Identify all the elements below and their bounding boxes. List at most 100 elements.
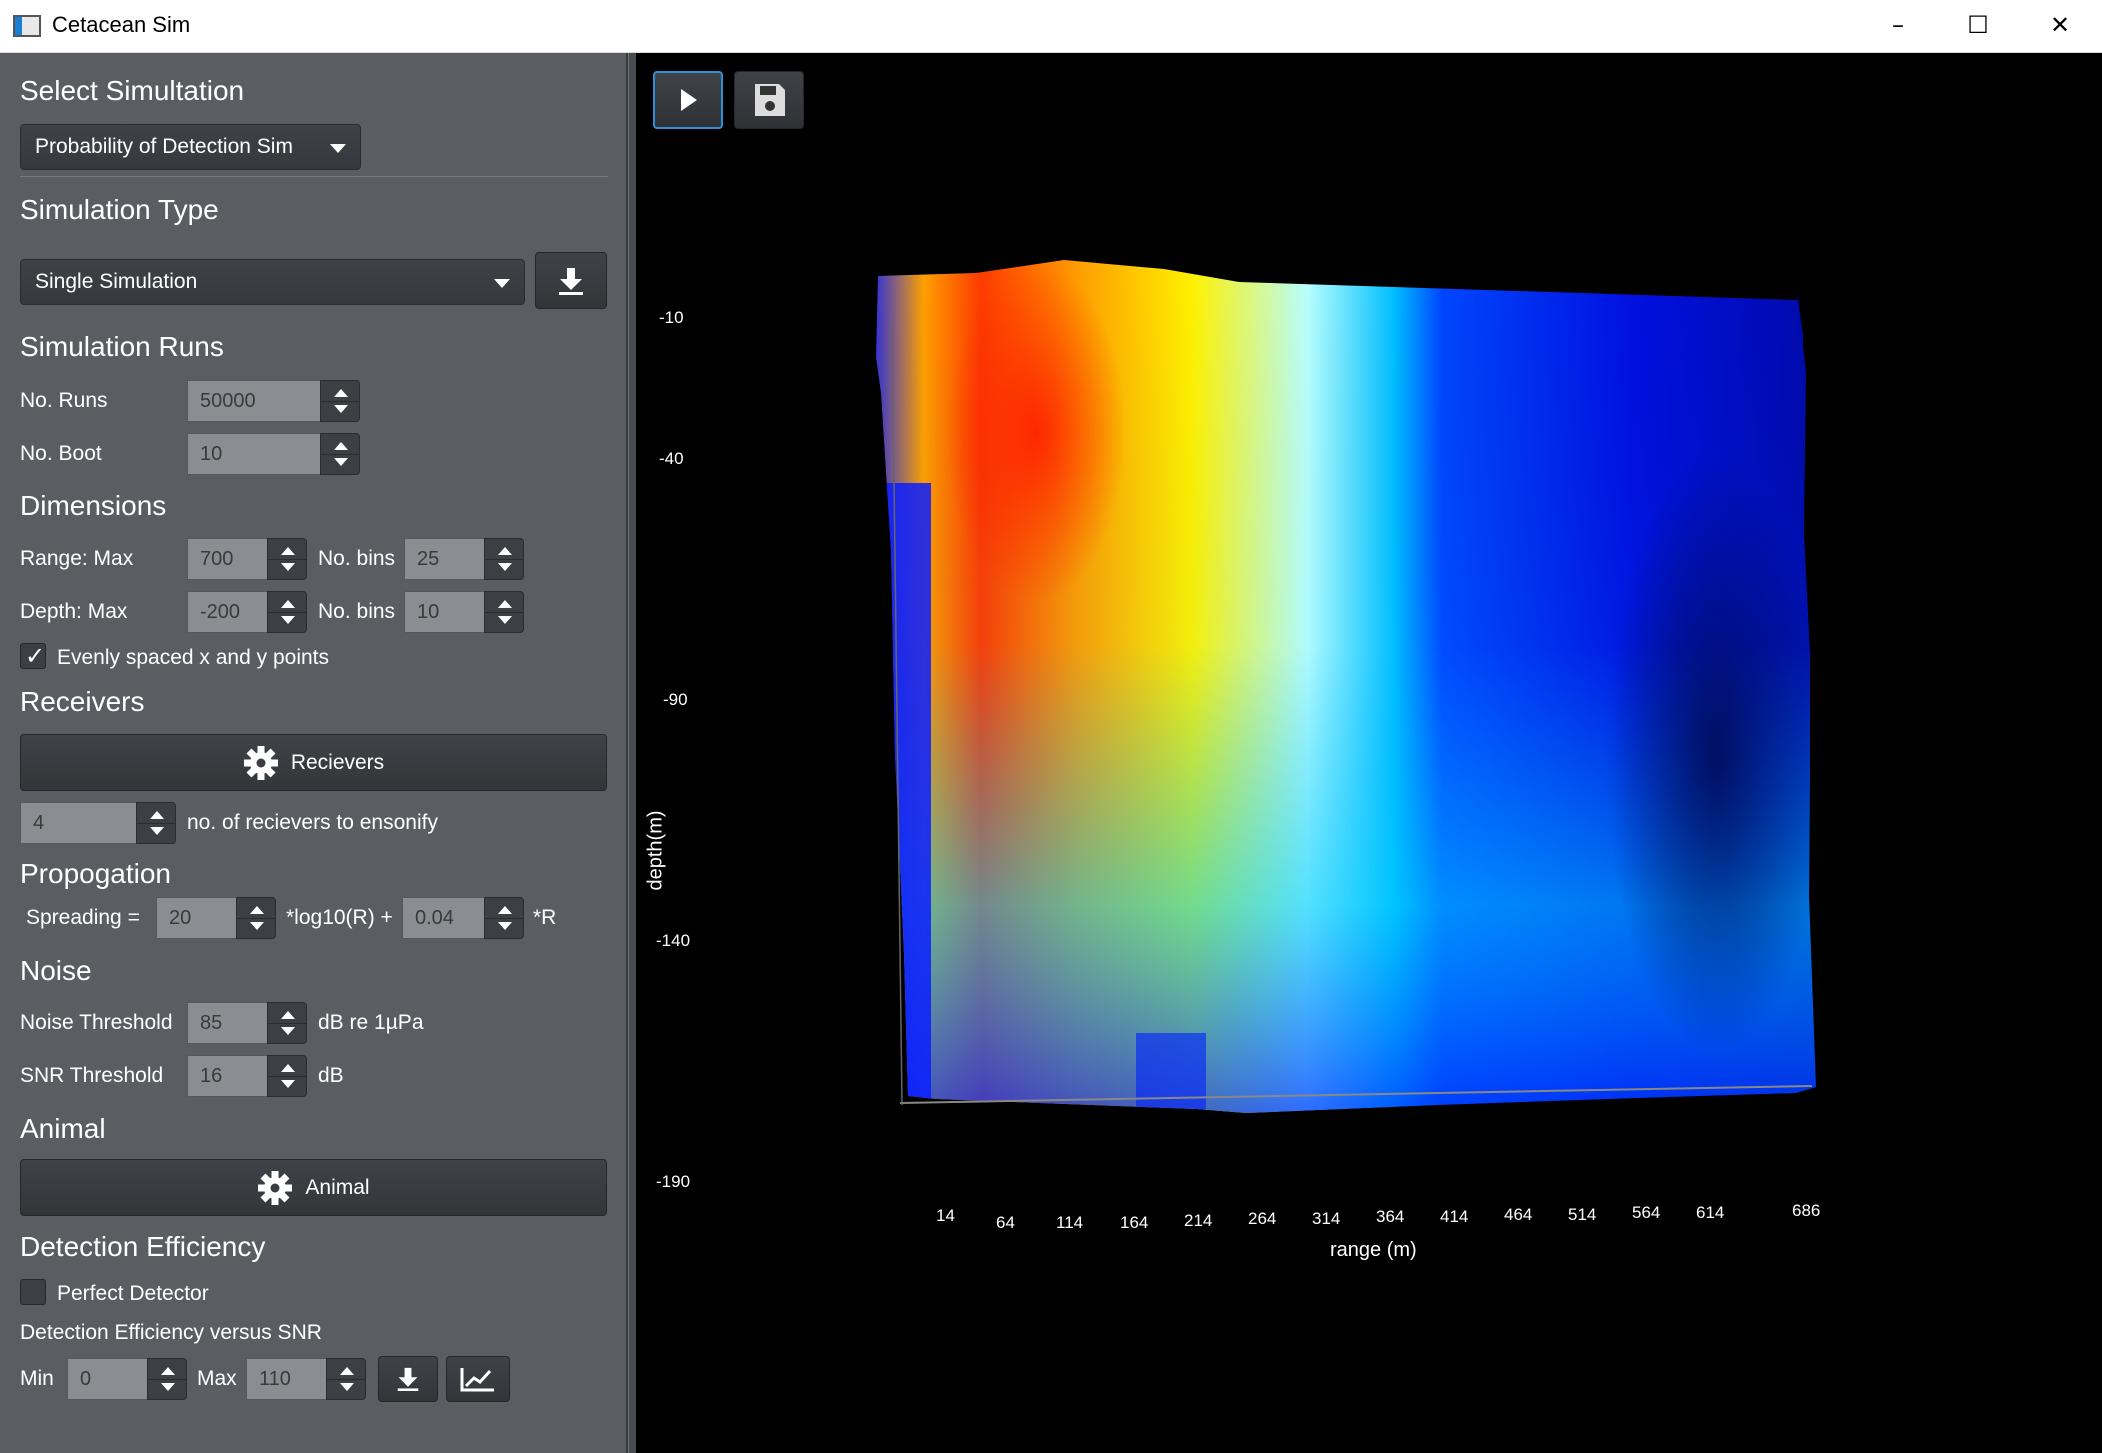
decrement-icon[interactable] [498,563,512,571]
save-button[interactable] [734,71,804,129]
download-icon [397,1367,419,1391]
propagation-heading: Propogation [20,858,172,889]
detection-vs-snr-label: Detection Efficiency versus SNR [20,1321,322,1344]
dimensions-heading: Dimensions [20,490,167,521]
decrement-icon[interactable] [281,1080,295,1088]
plot-area[interactable]: -10 -40 -90 -140 -190 depth(m) 14 64 114… [636,53,2102,1453]
run-button[interactable] [653,71,723,129]
boot-label: No. Boot [20,442,102,465]
min-stepper[interactable] [147,1358,187,1400]
increment-icon[interactable] [498,906,512,914]
increment-icon[interactable] [281,1011,295,1019]
evenly-spaced-checkbox[interactable]: ✓ [20,642,46,670]
range-bins-stepper[interactable] [484,538,524,580]
range-max-input[interactable]: 700 [187,538,268,580]
decrement-icon[interactable] [281,1027,295,1035]
depth-bins-input[interactable]: 10 [404,591,485,633]
boot-stepper[interactable] [320,433,360,475]
perfect-detector-checkbox[interactable] [20,1279,46,1305]
snr-threshold-input[interactable]: 16 [187,1055,268,1097]
range-bins-spinner[interactable]: 25 [404,538,524,580]
import-efficiency-button[interactable] [378,1356,438,1402]
increment-icon[interactable] [150,811,164,819]
runs-stepper[interactable] [320,380,360,422]
increment-icon[interactable] [161,1367,175,1375]
divider [20,176,608,177]
decrement-icon[interactable] [281,616,295,624]
minimize-button[interactable]: – [1892,11,1904,39]
decrement-icon[interactable] [498,922,512,930]
x-tick-label: 614 [1696,1203,1725,1222]
simulation-type-select[interactable]: Single Simulation [20,259,525,305]
spreading-input[interactable]: 20 [156,897,237,939]
runs-spinner[interactable]: 50000 [187,380,361,422]
x-tick-label: 514 [1568,1205,1597,1224]
snr-threshold-spinner[interactable]: 16 [187,1055,307,1097]
increment-icon[interactable] [281,547,295,555]
close-button[interactable]: ✕ [2049,11,2071,39]
x-tick-label: 114 [1056,1213,1084,1232]
range-max-label: Range: Max [20,547,134,570]
max-input[interactable]: 110 [246,1358,327,1400]
decrement-icon[interactable] [334,405,348,413]
min-spinner[interactable]: 0 [67,1358,187,1400]
animal-heading: Animal [20,1113,106,1144]
receivers-button[interactable]: Recievers [20,734,607,791]
receiver-count-stepper[interactable] [136,802,176,844]
max-stepper[interactable] [326,1358,366,1400]
increment-icon[interactable] [250,906,264,914]
runs-label: No. Runs [20,389,108,412]
noise-threshold-spinner[interactable]: 85 [187,1002,307,1044]
decrement-icon[interactable] [250,922,264,930]
decrement-icon[interactable] [498,616,512,624]
line-chart-icon [460,1368,494,1392]
depth-bins-spinner[interactable]: 10 [404,591,524,633]
plot-efficiency-button[interactable] [446,1356,510,1402]
range-bins-input[interactable]: 25 [404,538,485,580]
increment-icon[interactable] [340,1367,354,1375]
download-settings-button[interactable] [535,252,607,309]
decrement-icon[interactable] [334,458,348,466]
increment-icon[interactable] [334,442,348,450]
simulation-select[interactable]: Probability of Detection Sim [20,124,361,170]
depth-bins-stepper[interactable] [484,591,524,633]
range-max-spinner[interactable]: 700 [187,538,307,580]
decrement-icon[interactable] [340,1383,354,1391]
decrement-icon[interactable] [150,827,164,835]
noise-threshold-input[interactable]: 85 [187,1002,268,1044]
range-max-stepper[interactable] [267,538,307,580]
spreading-spinner[interactable]: 20 [156,897,276,939]
absorption-spinner[interactable]: 0.04 [402,897,524,939]
boot-input[interactable]: 10 [187,433,321,475]
snr-threshold-stepper[interactable] [267,1055,307,1097]
max-spinner[interactable]: 110 [246,1358,366,1400]
increment-icon[interactable] [281,1064,295,1072]
surface-plot[interactable] [636,53,2102,1453]
increment-icon[interactable] [498,547,512,555]
receiver-count-spinner[interactable]: 4 [20,802,176,844]
depth-max-input[interactable]: -200 [187,591,268,633]
x-axis-label: range (m) [1330,1239,1417,1261]
spreading-stepper[interactable] [236,897,276,939]
boot-spinner[interactable]: 10 [187,433,361,475]
increment-icon[interactable] [498,600,512,608]
decrement-icon[interactable] [161,1383,175,1391]
depth-max-spinner[interactable]: -200 [187,591,307,633]
receiver-count-input[interactable]: 4 [20,802,137,844]
absorption-input[interactable]: 0.04 [402,897,485,939]
noise-unit: dB re 1µPa [318,1011,424,1034]
min-input[interactable]: 0 [67,1358,148,1400]
depth-max-stepper[interactable] [267,591,307,633]
runs-input[interactable]: 50000 [187,380,321,422]
r-label: *R [533,906,557,929]
increment-icon[interactable] [281,600,295,608]
x-tick-label: 214 [1184,1211,1213,1230]
split-pane-divider[interactable] [628,53,636,1453]
x-tick-label: 64 [996,1213,1015,1232]
decrement-icon[interactable] [281,563,295,571]
increment-icon[interactable] [334,389,348,397]
maximize-button[interactable]: ☐ [1967,11,1989,39]
animal-button[interactable]: Animal [20,1159,607,1216]
noise-threshold-stepper[interactable] [267,1002,307,1044]
absorption-stepper[interactable] [484,897,524,939]
